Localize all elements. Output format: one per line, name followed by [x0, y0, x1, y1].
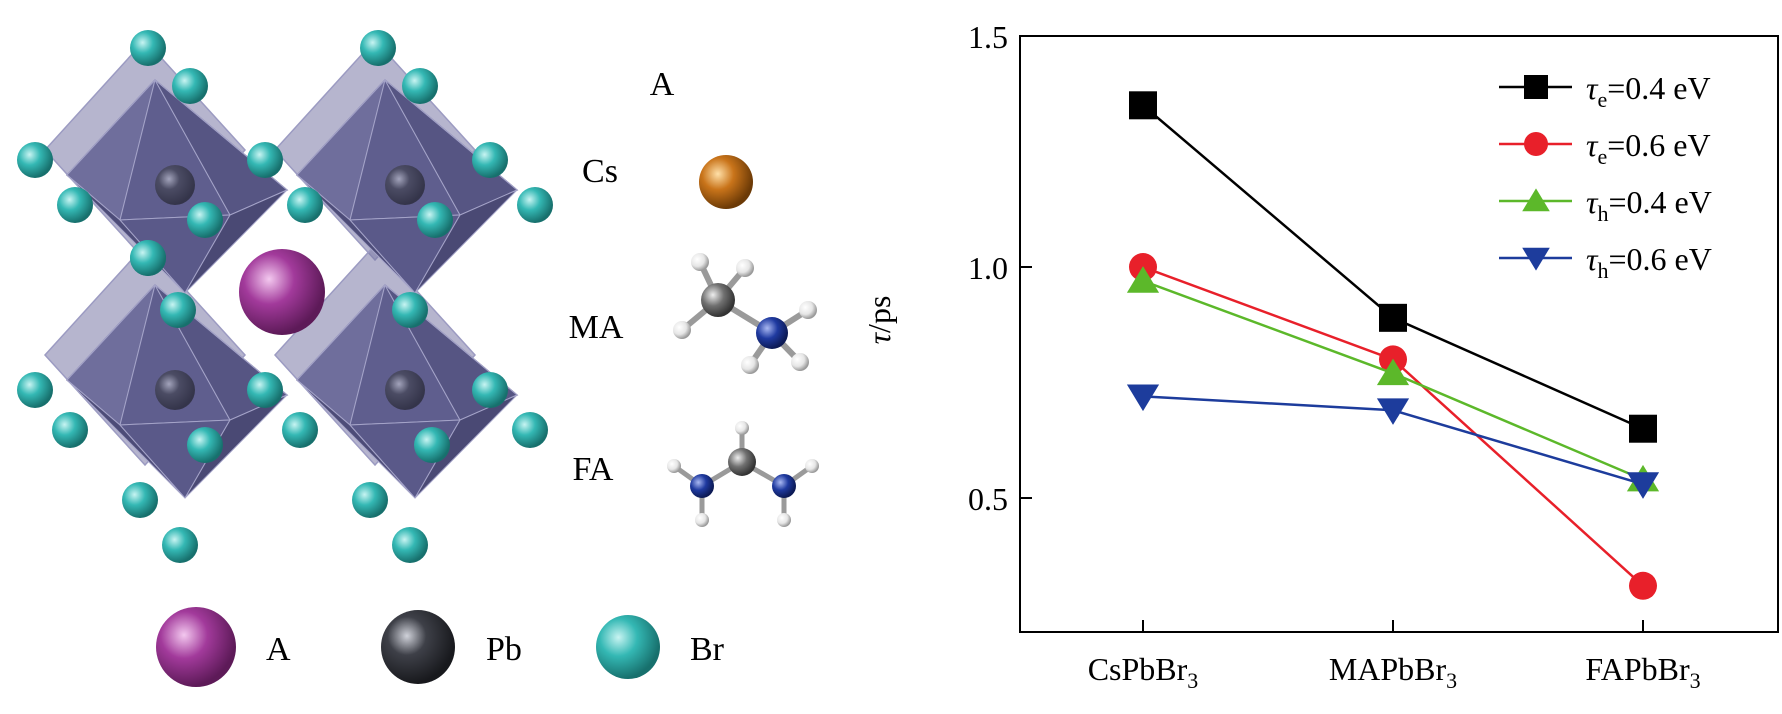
data-point-triangle-up: [1376, 358, 1410, 386]
lifetime-chart-panel: 0.5 1.0 1.5 CsPbBr3 MAPbBr3 FAPbBr3 τe=0.4 eV…: [840, 0, 1782, 709]
br-atom: [352, 482, 388, 518]
cation-molecules: [667, 155, 819, 527]
legend-label: τh=0.4 eV: [1586, 184, 1712, 226]
br-atom: [162, 527, 198, 563]
br-atom: [52, 412, 88, 448]
series-triangle-up: [1126, 266, 1660, 492]
a-site-atom: [239, 249, 325, 335]
br-atom: [472, 142, 508, 178]
crystal-structure-panel: A Cs MA FA A Pb Br: [17, 30, 819, 687]
br-atom: [122, 482, 158, 518]
ma-molecule-icon: [673, 253, 817, 374]
br-atom: [517, 187, 553, 223]
legend-label-br: Br: [690, 631, 725, 668]
data-point-triangle-down: [1126, 384, 1160, 412]
legend-marker-square: [1524, 75, 1548, 99]
br-atom: [187, 427, 223, 463]
legend-label: τh=0.6 eV: [1586, 241, 1712, 283]
br-atom: [247, 372, 283, 408]
br-atom: [392, 292, 428, 328]
br-atom: [160, 292, 196, 328]
series-layer: [1126, 91, 1660, 600]
data-point-square: [1379, 303, 1407, 332]
data-point-square: [1129, 91, 1157, 120]
br-atom: [130, 240, 166, 276]
br-atom: [402, 68, 438, 104]
legend-pb-atom-icon: [381, 610, 455, 684]
x-tick-label: CsPbBr3: [1088, 651, 1199, 693]
octahedra-layer: [17, 30, 553, 563]
data-point-triangle-up: [1126, 266, 1160, 293]
data-point-circle: [1629, 571, 1657, 600]
y-axis-label: τ/ps: [861, 296, 897, 345]
br-atom: [17, 142, 53, 178]
br-atom: [130, 30, 166, 66]
legend-label-pb: Pb: [486, 631, 522, 668]
a-site-header: A: [650, 66, 675, 103]
pb-atom: [155, 370, 195, 410]
cation-label-fa: FA: [573, 451, 614, 488]
br-atom: [57, 187, 93, 223]
br-atom: [287, 187, 323, 223]
legend-item: τe=0.4 eV: [1499, 70, 1711, 112]
cation-label-ma: MA: [569, 309, 624, 346]
cs-atom-icon: [699, 155, 753, 209]
pb-atom: [385, 165, 425, 205]
legend-item: τh=0.6 eV: [1499, 241, 1712, 283]
legend-label: τe=0.4 eV: [1586, 70, 1711, 112]
legend-br-atom-icon: [596, 615, 660, 679]
pb-atom: [385, 370, 425, 410]
data-point-triangle-down: [1376, 398, 1410, 425]
y-tick-label: 0.5: [968, 481, 1008, 517]
series-square: [1129, 91, 1657, 443]
axes: 0.5 1.0 1.5 CsPbBr3 MAPbBr3 FAPbBr3: [968, 19, 1701, 693]
br-atom: [417, 202, 453, 238]
br-atom: [172, 68, 208, 104]
legend-marker-triangle-up: [1522, 188, 1550, 212]
y-tick-label: 1.5: [968, 19, 1008, 55]
pb-atom: [155, 165, 195, 205]
br-atom: [187, 202, 223, 238]
perovskite-structure-illustration: A Cs MA FA A Pb Br: [17, 30, 819, 687]
legend-label-a: A: [266, 631, 291, 668]
chart-legend: τe=0.4 eV τe=0.6 eV τh=0.4 eV τh=0.6 eV: [1499, 70, 1712, 283]
data-point-triangle-down: [1626, 472, 1660, 499]
br-atom: [282, 412, 318, 448]
lifetime-line-chart: 0.5 1.0 1.5 CsPbBr3 MAPbBr3 FAPbBr3 τe=0.4 eV…: [861, 19, 1779, 693]
data-point-square: [1629, 414, 1657, 443]
series-triangle-down: [1126, 384, 1660, 499]
legend-a-atom-icon: [156, 607, 236, 687]
br-atom: [360, 30, 396, 66]
legend-item: τh=0.4 eV: [1499, 184, 1712, 226]
fa-molecule-icon: [667, 421, 819, 527]
y-tick-label: 1.0: [968, 250, 1008, 286]
cation-label-cs: Cs: [582, 153, 618, 190]
br-atom: [414, 427, 450, 463]
x-tick-label: FAPbBr3: [1585, 651, 1700, 693]
legend-label: τe=0.6 eV: [1586, 127, 1711, 169]
br-atom: [472, 372, 508, 408]
legend-item: τe=0.6 eV: [1499, 127, 1711, 169]
legend-marker-circle: [1524, 132, 1548, 156]
br-atom: [512, 412, 548, 448]
plot-frame: [1019, 35, 1779, 633]
x-tick-label: MAPbBr3: [1329, 651, 1457, 693]
br-atom: [392, 527, 428, 563]
br-atom: [247, 142, 283, 178]
legend-marker-triangle-down: [1522, 247, 1550, 271]
br-atom: [17, 372, 53, 408]
